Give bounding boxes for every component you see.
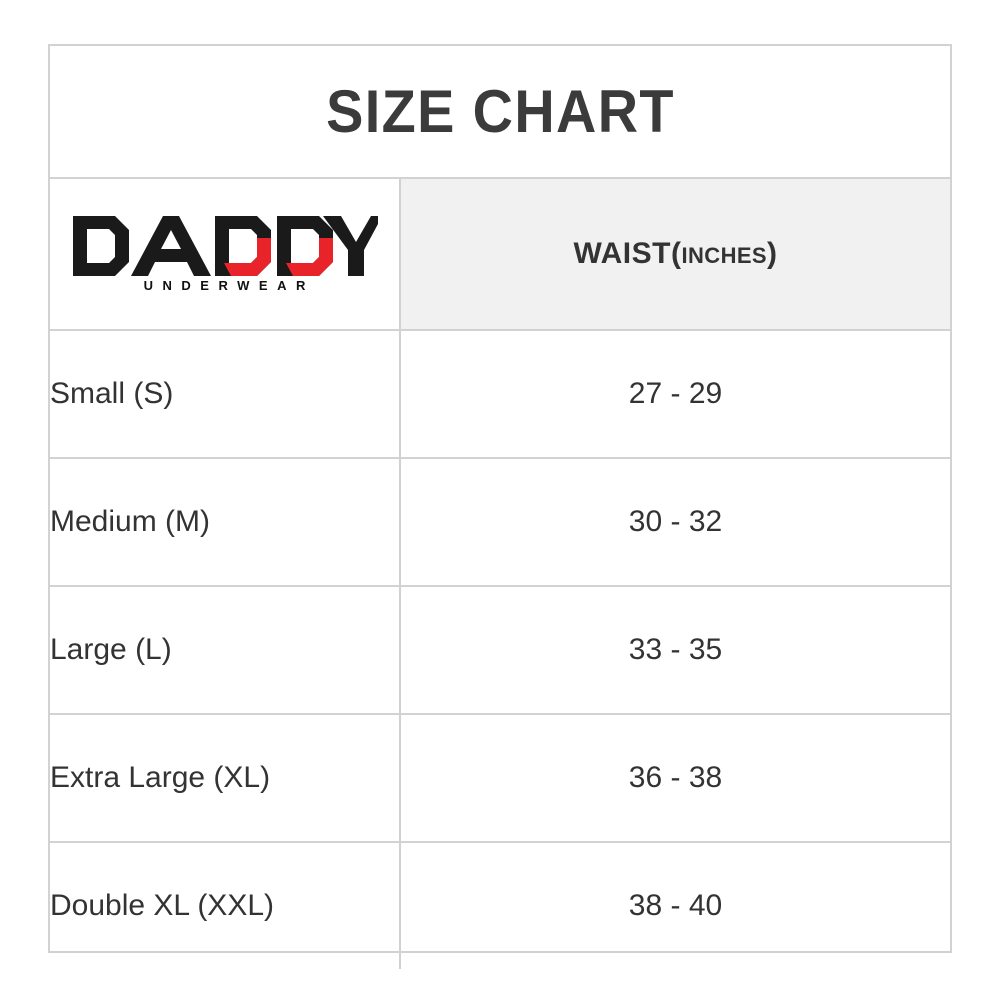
waist-column-header: WAIST(INCHES) — [573, 237, 777, 270]
waist-header-close-paren: ) — [767, 237, 778, 270]
daddy-wordmark-icon — [72, 215, 378, 276]
size-chart-table-frame: SIZE CHART — [48, 44, 952, 969]
table-row: Medium (M) 30 - 32 — [50, 458, 950, 587]
size-label: Double XL (XXL) — [50, 842, 401, 969]
waist-header-main: WAIST — [573, 237, 671, 270]
waist-value: 36 - 38 — [400, 714, 950, 843]
table-row: Double XL (XXL) 38 - 40 — [50, 842, 950, 969]
page-title: SIZE CHART — [325, 77, 675, 145]
table-row: Large (L) 33 - 35 — [50, 586, 950, 715]
title-cell: SIZE CHART — [50, 46, 950, 179]
size-chart-table: SIZE CHART — [50, 46, 950, 969]
brand-tagline: UNDERWEAR — [143, 277, 315, 293]
table-row: Small (S) 27 - 29 — [50, 330, 950, 459]
table-header-row: UNDERWEAR WAIST(INCHES) — [50, 178, 950, 331]
waist-value: 30 - 32 — [400, 458, 950, 587]
title-row: SIZE CHART — [50, 46, 950, 179]
waist-value: 33 - 35 — [400, 586, 950, 715]
size-label: Small (S) — [50, 330, 401, 459]
waist-value: 27 - 29 — [400, 330, 950, 459]
table-row: Extra Large (XL) 36 - 38 — [50, 714, 950, 843]
size-label: Extra Large (XL) — [50, 714, 401, 843]
brand-logo-cell: UNDERWEAR — [50, 178, 401, 331]
waist-header-unit: INCHES — [681, 243, 768, 268]
daddy-underwear-logo: UNDERWEAR — [71, 214, 379, 293]
size-label: Medium (M) — [50, 458, 401, 587]
waist-header-open-paren: ( — [670, 237, 682, 270]
waist-header-cell: WAIST(INCHES) — [400, 178, 950, 331]
waist-value: 38 - 40 — [628, 889, 723, 922]
size-label: Large (L) — [50, 586, 401, 715]
